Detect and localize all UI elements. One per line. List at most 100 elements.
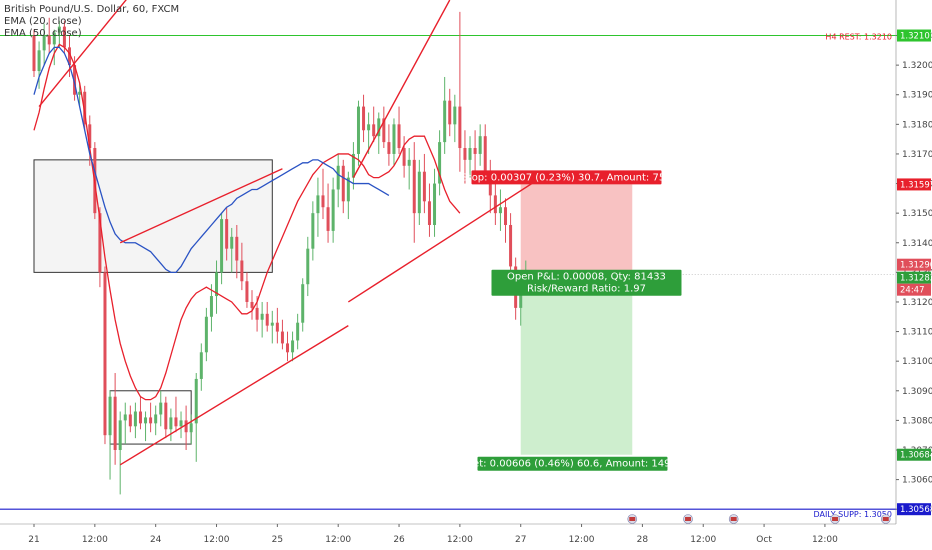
candle-body — [362, 106, 366, 131]
candle-body — [108, 396, 112, 436]
price-tick-label: 1.31900 — [902, 91, 932, 101]
price-tick-label: 1.31400 — [902, 239, 932, 249]
time-tick-label: 12:00 — [204, 535, 230, 545]
price-tick-label: 1.30900 — [902, 387, 932, 397]
candle-body — [372, 124, 376, 137]
candle-body — [144, 417, 148, 424]
candle-body — [164, 402, 168, 430]
candle-body — [351, 153, 355, 178]
channel-line — [347, 177, 542, 303]
pnl-label-text: Open P&L: 0.00008, Qty: 81433 — [507, 272, 666, 283]
event-flag-icon — [882, 517, 889, 521]
daily-price-tag-text: 1.30568 — [900, 505, 932, 515]
candle-body — [52, 32, 56, 45]
candle-body — [498, 207, 502, 214]
time-tick-label: Oct — [756, 535, 772, 545]
price-tick-label: 1.31500 — [902, 209, 932, 219]
event-flag-icon — [629, 517, 636, 521]
candle-body — [356, 106, 360, 154]
price-tick-label: 1.30600 — [902, 476, 932, 486]
candle-body — [169, 417, 173, 430]
candle-body — [331, 189, 335, 231]
candle-body — [336, 165, 340, 190]
candle-body — [225, 219, 229, 249]
candle-body — [47, 35, 51, 45]
candle-body — [504, 207, 508, 225]
candle-body — [230, 236, 234, 249]
candle-body — [159, 402, 163, 415]
plot-area — [0, 0, 896, 510]
time-tick-label: 12:00 — [569, 535, 595, 545]
channel-line — [38, 0, 127, 108]
time-tick-label: 12:00 — [690, 535, 716, 545]
candle-body — [67, 47, 71, 66]
h4-price-tag — [897, 29, 931, 42]
candle-body — [422, 171, 426, 202]
candle-body — [468, 148, 472, 160]
candle-body — [326, 207, 330, 231]
channel-line — [119, 325, 349, 466]
candle-body — [250, 301, 254, 308]
indicator-ema20[interactable]: EMA (20, close) — [4, 16, 82, 27]
candle-body — [260, 313, 264, 320]
time-tick-label: 12:00 — [812, 535, 838, 545]
candle-body — [433, 183, 437, 225]
daily-price-tag — [897, 503, 931, 516]
event-flag-icon — [685, 517, 692, 521]
candle-body — [306, 248, 310, 285]
candle-body — [128, 414, 132, 427]
target-label-text: Target: 0.00606 (0.46%) 60.6, Amount: 14… — [451, 459, 693, 470]
candle-body — [149, 417, 153, 424]
candle-body — [321, 195, 325, 208]
candle-body — [509, 224, 513, 267]
stop-price-tag — [897, 178, 931, 191]
event-flag-icon — [832, 517, 839, 521]
candle-body — [209, 296, 213, 317]
candle-body — [382, 118, 386, 143]
time-tick-label: 24 — [150, 535, 162, 545]
stop-label-bg — [471, 170, 662, 185]
candle-body — [194, 378, 198, 424]
price-tick-label: 1.31800 — [902, 120, 932, 130]
candle-body — [103, 272, 107, 436]
candle-body — [280, 331, 284, 344]
time-tick-label: 28 — [637, 535, 649, 545]
candle-body — [407, 159, 411, 166]
price-tick-label: 1.31700 — [902, 150, 932, 160]
candle-body — [88, 124, 92, 149]
daily-level-label: DAILY SUPP: 1.3050 — [814, 510, 893, 519]
candle-body — [220, 219, 224, 273]
time-tick-label: 21 — [28, 535, 39, 545]
candle-body — [316, 195, 320, 214]
candle-body — [493, 195, 497, 214]
candle-body — [397, 124, 401, 149]
target-zone — [520, 277, 633, 455]
pnl-label-text: Risk/Reward Ratio: 1.97 — [527, 284, 646, 295]
candle-body — [98, 213, 102, 273]
time-tick-label: 12:00 — [447, 535, 473, 545]
candle-body — [402, 148, 406, 166]
candle-body — [270, 322, 274, 326]
candle-body — [265, 313, 269, 326]
candle-body — [417, 171, 421, 214]
candle-body — [255, 307, 259, 320]
candle-body — [346, 177, 350, 202]
indicator-ema50[interactable]: EMA (50, close) — [4, 28, 82, 39]
candle-body — [438, 142, 442, 184]
candle-body — [392, 124, 396, 154]
target-price-tag — [897, 448, 931, 461]
channel-line — [119, 168, 283, 244]
candle-body — [453, 106, 457, 125]
countdown-tag — [897, 283, 931, 296]
candle-body — [301, 284, 305, 323]
pnl-label-bg — [491, 269, 682, 296]
candle-body — [138, 411, 142, 424]
event-flag-icon — [730, 517, 737, 521]
candle-body — [42, 35, 46, 51]
candle-body — [291, 340, 295, 353]
candle-body — [473, 148, 477, 154]
stop-label: Stop: 0.00307 (0.23%) 30.7, Amount: 750 — [461, 170, 672, 185]
candle-body — [377, 118, 381, 137]
candle-body — [133, 411, 137, 427]
